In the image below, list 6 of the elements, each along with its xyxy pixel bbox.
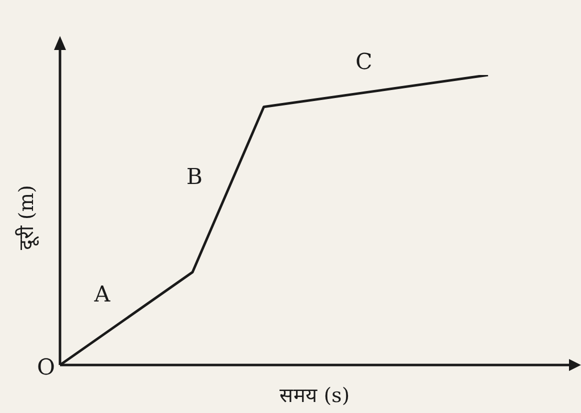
annotation: O (36, 356, 55, 381)
x-axis-title: समय (s) (279, 383, 350, 408)
annotation: B (186, 165, 203, 190)
annotation: A (93, 282, 112, 308)
y-axis-title: दूरी (m) (14, 185, 40, 250)
text: C (356, 50, 372, 75)
